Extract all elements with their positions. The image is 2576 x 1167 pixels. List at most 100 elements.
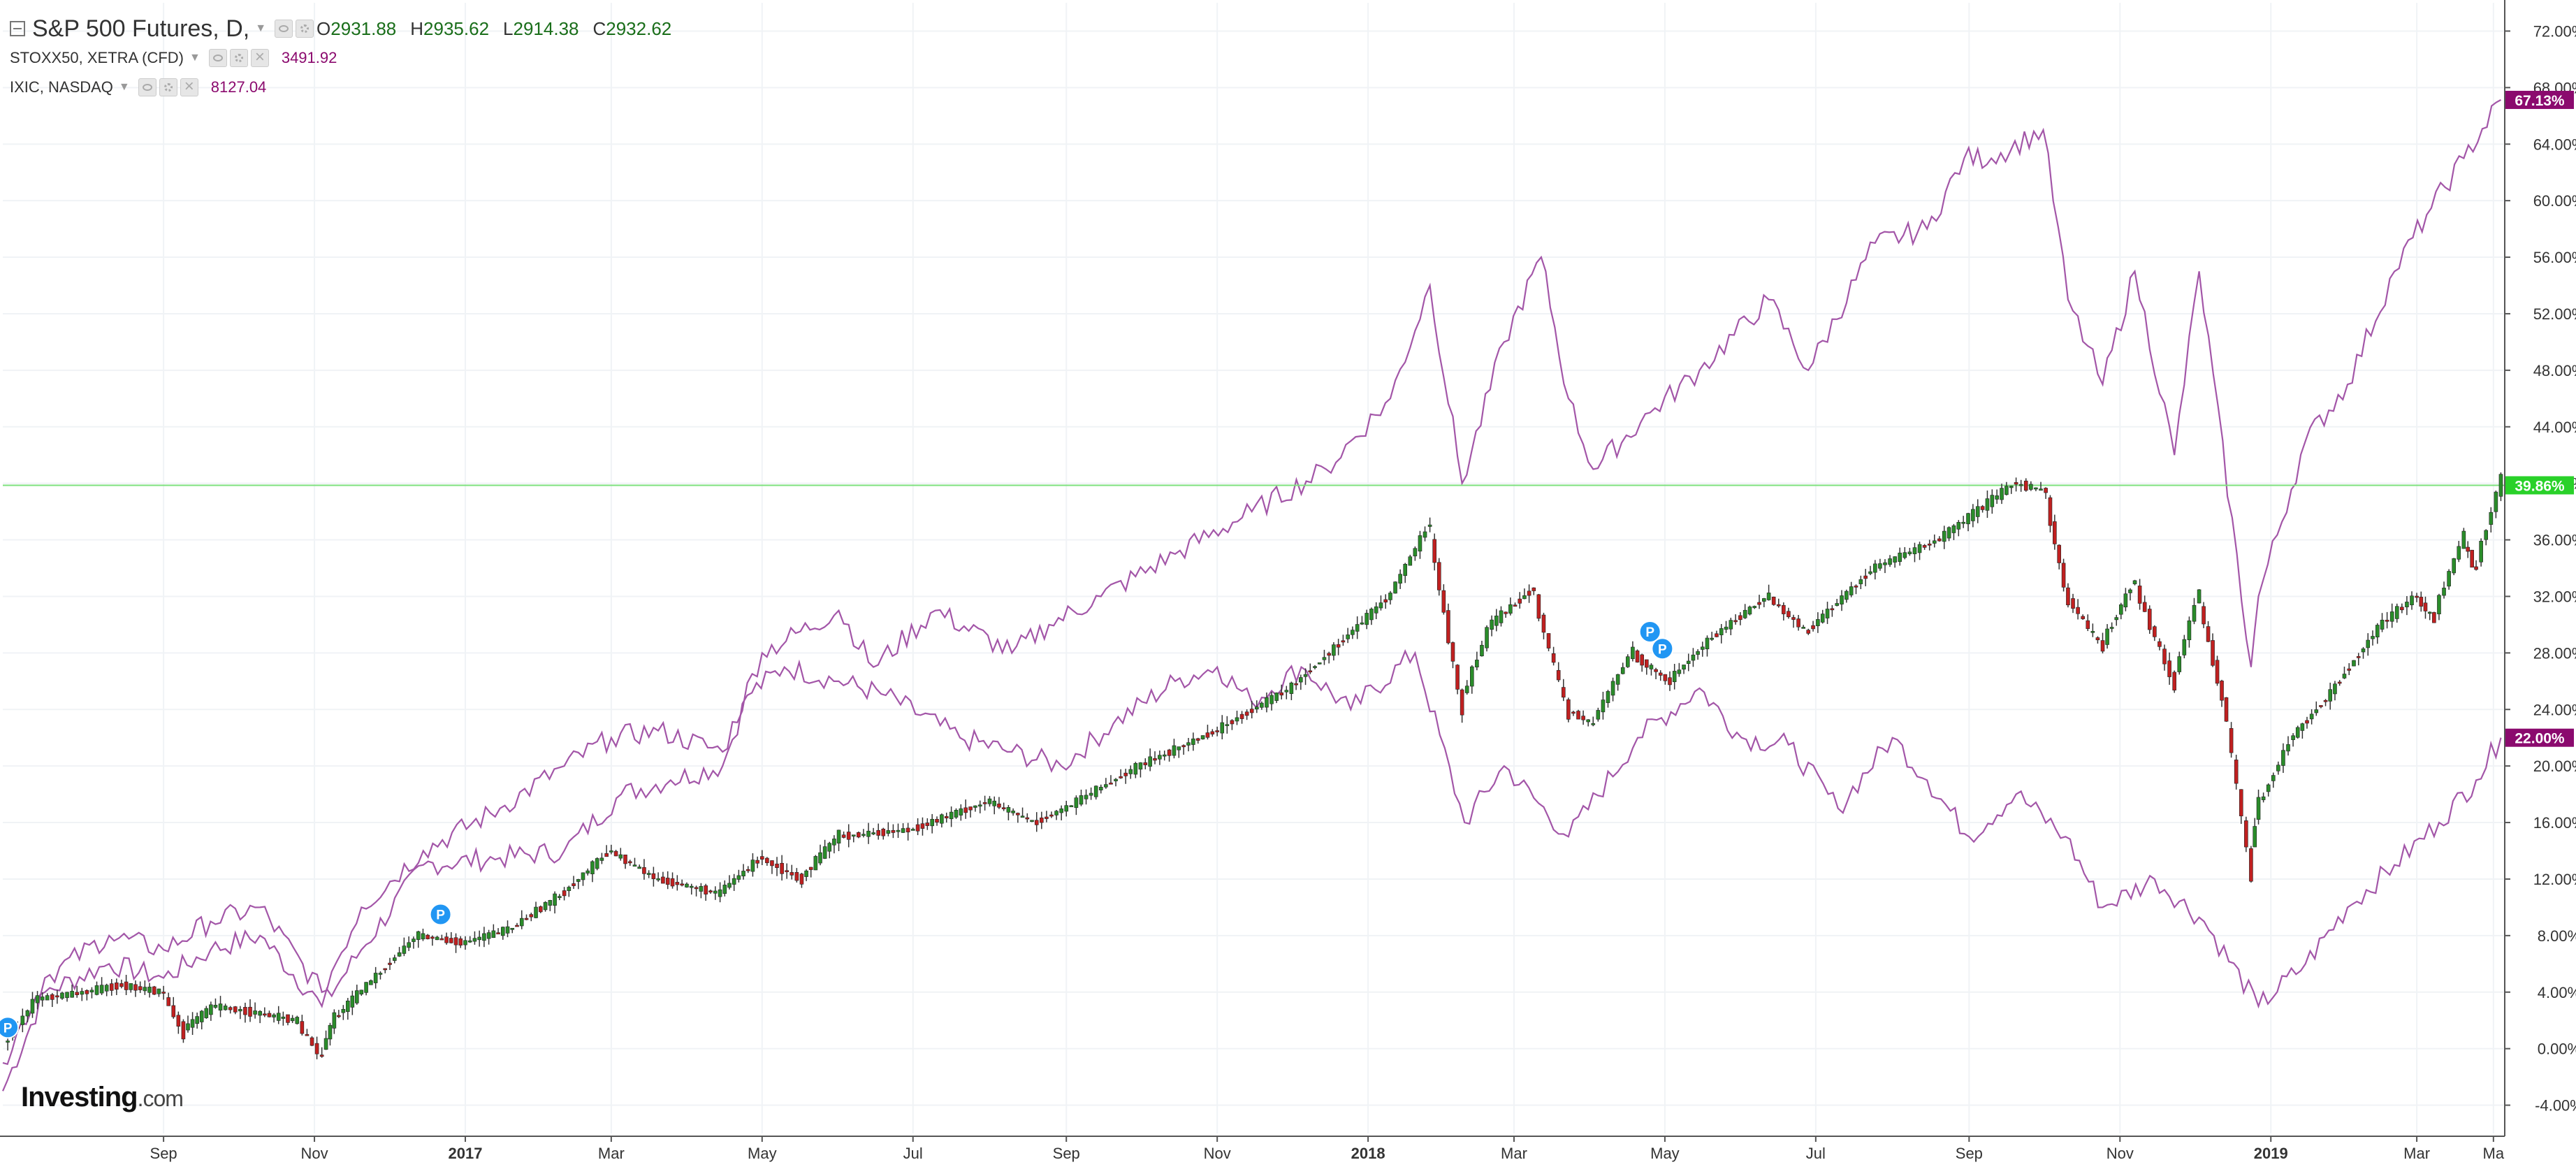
candle bbox=[2375, 625, 2380, 638]
y-tick-label: 48.00% bbox=[2533, 362, 2576, 379]
candle bbox=[209, 1004, 213, 1015]
gear-icon[interactable] bbox=[159, 78, 177, 96]
candle bbox=[1863, 575, 1868, 579]
candle bbox=[1640, 654, 1644, 666]
candle bbox=[286, 1014, 290, 1023]
candle bbox=[2119, 604, 2123, 615]
candle bbox=[1787, 611, 1791, 618]
candle bbox=[1059, 809, 1063, 813]
candle bbox=[195, 1016, 199, 1024]
candle bbox=[2105, 628, 2109, 645]
candle bbox=[1586, 719, 1590, 723]
candle bbox=[346, 1000, 350, 1012]
candle bbox=[2132, 580, 2137, 584]
candle bbox=[2479, 541, 2483, 563]
y-tick-label: 56.00% bbox=[2533, 249, 2576, 266]
candle bbox=[1054, 811, 1058, 816]
candle bbox=[2123, 593, 2128, 608]
candle bbox=[2018, 484, 2023, 486]
candle bbox=[1898, 552, 1902, 562]
y-tick-label: 36.00% bbox=[2533, 532, 2576, 549]
eye-icon[interactable] bbox=[138, 78, 157, 96]
candle bbox=[407, 942, 411, 948]
candle bbox=[263, 1013, 267, 1016]
candle bbox=[1825, 609, 1830, 618]
candle bbox=[2066, 587, 2070, 606]
chevron-down-icon[interactable]: ▼ bbox=[189, 52, 201, 64]
candle bbox=[1771, 596, 1776, 605]
candle bbox=[1398, 574, 1402, 584]
candle bbox=[1883, 562, 1887, 565]
candle bbox=[1109, 783, 1113, 785]
candle bbox=[997, 803, 1001, 808]
candle bbox=[1172, 745, 1177, 756]
candle bbox=[1556, 669, 1561, 681]
candle bbox=[50, 994, 54, 1000]
candle bbox=[355, 990, 359, 1003]
candle bbox=[1873, 563, 1877, 573]
candle bbox=[827, 843, 832, 852]
compare2-value: 8127.04 bbox=[210, 78, 267, 96]
candle bbox=[1888, 558, 1892, 565]
compare2-name[interactable]: IXIC, NASDAQ bbox=[10, 78, 113, 96]
candle bbox=[2197, 589, 2202, 604]
last-value-label-0: 39.86% bbox=[2515, 478, 2565, 494]
candle bbox=[2224, 697, 2229, 722]
gear-icon[interactable] bbox=[296, 20, 314, 38]
eye-icon[interactable] bbox=[275, 20, 293, 38]
candle bbox=[388, 962, 392, 965]
gear-icon[interactable] bbox=[229, 49, 248, 67]
candle bbox=[133, 984, 138, 991]
candle bbox=[1274, 693, 1279, 701]
candle bbox=[1951, 525, 1956, 533]
candle bbox=[1020, 816, 1025, 818]
candle bbox=[1691, 654, 1696, 661]
candle bbox=[2466, 546, 2471, 552]
candle bbox=[2114, 617, 2119, 621]
candle bbox=[1729, 620, 1733, 630]
plot-area[interactable] bbox=[1, 99, 2505, 1092]
main-symbol-title[interactable]: S&P 500 Futures, D, bbox=[32, 15, 250, 42]
candle bbox=[1079, 795, 1084, 805]
candle bbox=[295, 1017, 300, 1024]
candle bbox=[1668, 677, 1672, 686]
candle bbox=[1177, 746, 1181, 751]
candle bbox=[1167, 749, 1172, 756]
candle bbox=[1074, 797, 1079, 809]
candle bbox=[383, 968, 388, 971]
candle bbox=[2177, 656, 2182, 672]
candle bbox=[1464, 686, 1469, 693]
event-marker-label: P bbox=[3, 1021, 13, 1036]
x-tick-label: 2019 bbox=[2254, 1145, 2288, 1162]
chevron-down-icon[interactable]: ▼ bbox=[118, 81, 130, 93]
candle bbox=[755, 860, 759, 864]
low-value: L2914.38 bbox=[503, 17, 579, 39]
candle bbox=[2192, 604, 2197, 622]
y-tick-label: -4.00% bbox=[2535, 1097, 2576, 1115]
collapse-icon[interactable] bbox=[10, 21, 25, 36]
candle bbox=[2086, 620, 2090, 629]
candle bbox=[694, 887, 699, 890]
chevron-down-icon[interactable]: ▼ bbox=[255, 22, 267, 34]
x-tick-label: Nov bbox=[300, 1145, 328, 1162]
candle bbox=[2286, 744, 2290, 752]
compare1-name[interactable]: STOXX50, XETRA (CFD) bbox=[10, 49, 184, 66]
candle bbox=[253, 1010, 257, 1015]
candle bbox=[2090, 631, 2095, 633]
candle bbox=[1956, 522, 1961, 530]
candle bbox=[2182, 639, 2187, 655]
candle bbox=[369, 980, 373, 985]
candle bbox=[425, 934, 430, 939]
candle bbox=[1626, 656, 1630, 667]
eye-icon[interactable] bbox=[208, 49, 227, 67]
candle bbox=[1418, 535, 1422, 552]
candle bbox=[1576, 711, 1580, 720]
candle bbox=[987, 798, 992, 804]
candle bbox=[2380, 619, 2385, 630]
close-icon[interactable] bbox=[180, 77, 198, 96]
candle bbox=[157, 988, 161, 994]
candle bbox=[2142, 602, 2147, 612]
close-icon[interactable] bbox=[250, 48, 269, 67]
